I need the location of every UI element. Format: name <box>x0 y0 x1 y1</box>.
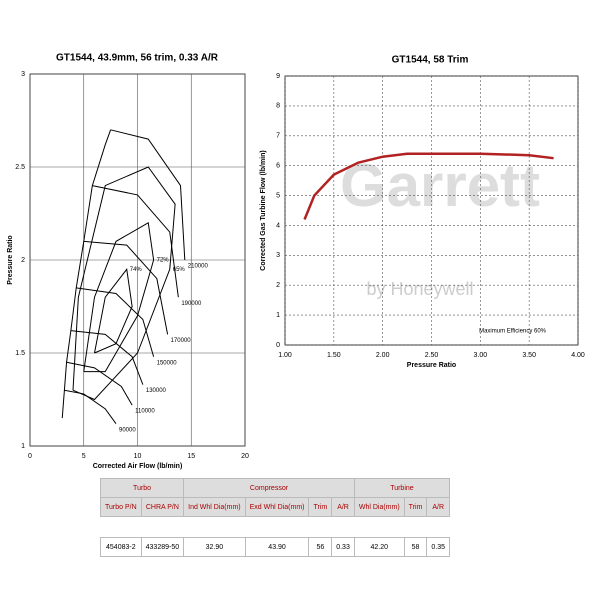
x-axis-label: Corrected Air Flow (lb/min) <box>93 463 183 470</box>
group: Compressor <box>183 478 355 498</box>
group: Turbine <box>353 478 451 498</box>
x-tick-label: 10 <box>134 453 142 460</box>
cell: Whl Dia(mm) <box>353 497 405 517</box>
cell: 433289-50 <box>140 537 185 557</box>
y-tick-label: 6 <box>276 163 280 170</box>
y-tick-label: 7 <box>276 133 280 140</box>
series-line <box>92 185 179 298</box>
series-label: 150000 <box>157 360 178 366</box>
cell: 58 <box>403 537 428 557</box>
series-label: 90000 <box>119 427 136 433</box>
cell: 43.90 <box>244 537 310 557</box>
series-line <box>76 287 155 357</box>
cell: 0.33 <box>331 537 355 557</box>
x-tick-label: 1.00 <box>278 352 292 359</box>
y-tick-label: 3 <box>21 71 25 78</box>
y-tick-label: 2 <box>276 282 280 289</box>
y-tick-label: 3 <box>276 252 280 259</box>
cell: Trim <box>403 497 428 517</box>
x-tick-label: 3.50 <box>522 352 536 359</box>
y-tick-label: 1 <box>21 443 25 450</box>
cell: A/R <box>331 497 355 517</box>
y-tick-label: 5 <box>276 192 280 199</box>
series-line <box>83 221 155 373</box>
y-tick-label: 0 <box>276 342 280 349</box>
y-tick-label: 1 <box>276 312 280 319</box>
cell: Trim <box>308 497 333 517</box>
y-tick-label: 2 <box>21 257 25 264</box>
watermark-sub: by Honeywell <box>366 279 473 299</box>
x-tick-label: 2.50 <box>425 352 439 359</box>
y-tick-label: 4 <box>276 222 280 229</box>
cell: 56 <box>308 537 333 557</box>
x-tick-label: 4.00 <box>571 352 585 359</box>
series-label: 72% <box>157 258 170 264</box>
annotation: Maximum Efficiency 60% <box>479 329 547 335</box>
y-tick-label: 9 <box>276 73 280 80</box>
series-label: 65% <box>173 267 186 273</box>
x-tick-label: 1.50 <box>327 352 341 359</box>
chart-title: GT1544, 58 Trim <box>392 55 469 66</box>
series-label: 170000 <box>171 338 192 344</box>
series-line <box>303 152 554 220</box>
series-label: 110000 <box>135 409 155 415</box>
x-tick-label: 5 <box>82 453 86 460</box>
x-tick-label: 2.00 <box>376 352 390 359</box>
cell: CHRA P/N <box>140 497 185 517</box>
group: Turbo <box>99 478 185 498</box>
cell: Exd Whl Dia(mm) <box>244 497 310 517</box>
charts: GT1544, 43.9mm, 56 trim, 0.33 A/R0 5 10 15 2… <box>7 53 585 470</box>
series-line <box>70 330 144 385</box>
cell: 32.90 <box>183 537 246 557</box>
series-label: 210000 <box>188 264 209 270</box>
series-line <box>83 240 169 335</box>
chart-title: GT1544, 43.9mm, 56 trim, 0.33 A/R <box>56 53 219 64</box>
series-label: 130000 <box>146 388 167 394</box>
y-axis-label: Corrected Gas Turbine Flow (lb/min) <box>260 150 267 270</box>
x-tick-label: 15 <box>187 453 195 460</box>
series-line <box>66 361 133 406</box>
series-label: 74% <box>130 267 143 273</box>
x-tick-label: 3.00 <box>474 352 488 359</box>
cell: A/R <box>426 497 451 517</box>
cell: Turbo P/N <box>100 497 142 517</box>
cell: 42.20 <box>353 537 405 557</box>
spec-table: Turbo Compressor Turbine Turbo P/N CHRA P/N… <box>99 478 451 557</box>
series-line <box>110 129 186 261</box>
cell: 454083-2 <box>100 537 142 557</box>
series-label: 190000 <box>181 301 202 307</box>
series-line <box>94 268 133 354</box>
x-axis-label: Pressure Ratio <box>407 362 456 369</box>
x-tick-label: 20 <box>241 453 249 460</box>
series-line <box>64 389 117 424</box>
cell: 0.35 <box>426 537 451 557</box>
y-tick-label: 2.5 <box>15 164 25 171</box>
y-tick-label: 8 <box>276 103 280 110</box>
y-tick-label: 1.5 <box>15 350 25 357</box>
cell: Ind Whl Dia(mm) <box>183 497 246 517</box>
series-line <box>72 166 176 401</box>
watermark: Garrett <box>340 152 540 219</box>
x-tick-label: 0 <box>28 453 32 460</box>
y-axis-label: Pressure Ratio <box>7 235 14 284</box>
